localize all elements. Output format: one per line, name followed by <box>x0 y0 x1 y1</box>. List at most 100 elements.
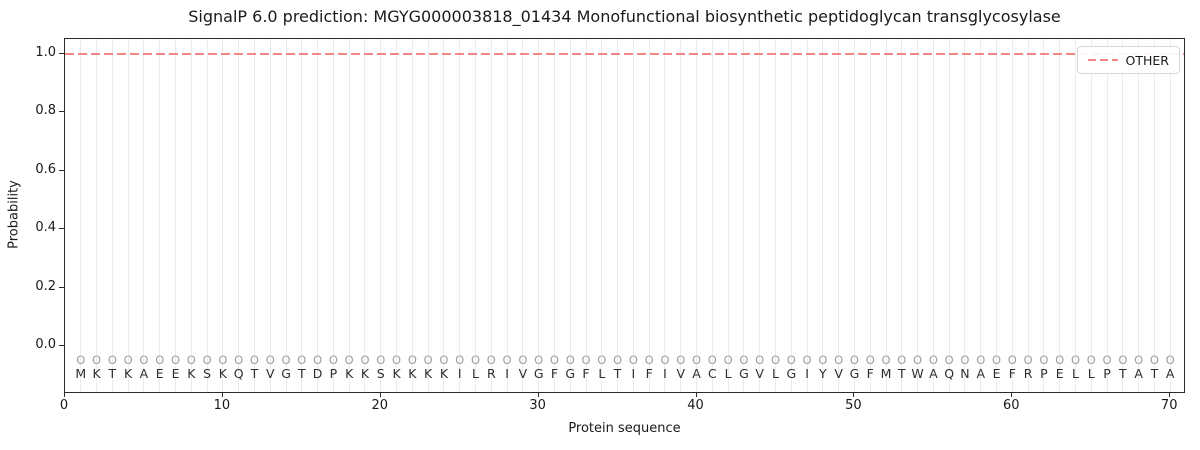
residue-letter: Y <box>819 366 827 381</box>
prediction-marker-o: O <box>139 353 149 367</box>
x-tick-label: 70 <box>1160 398 1178 413</box>
prediction-marker-o: O <box>470 353 481 367</box>
other-probability-line <box>65 53 1184 55</box>
x-axis-label: Protein sequence <box>568 421 681 436</box>
residue-gridline <box>727 39 729 392</box>
y-tick-mark <box>59 228 64 230</box>
residue-letter: K <box>439 366 449 381</box>
residue-letter: K <box>392 366 401 381</box>
residue-gridline <box>948 39 950 392</box>
residue-gridline <box>1138 39 1140 392</box>
residue-gridline <box>253 39 255 392</box>
residue-letter: A <box>976 366 986 381</box>
prediction-marker-o: O <box>1086 353 1096 367</box>
legend-label: OTHER <box>1125 52 1169 68</box>
prediction-marker-o: O <box>818 353 828 367</box>
residue-letter: A <box>692 366 701 381</box>
residue-gridline <box>1122 39 1124 392</box>
prediction-marker-o: O <box>170 353 181 367</box>
prediction-marker-o: O <box>613 353 623 367</box>
residue-letter: I <box>805 366 809 381</box>
prediction-marker-o: O <box>944 353 954 367</box>
x-tick-label: 0 <box>59 398 69 413</box>
residue-letter: V <box>265 366 275 381</box>
residue-gridline <box>1074 39 1076 392</box>
chart-title: SignalP 6.0 prediction: MGYG000003818_01… <box>188 7 1061 26</box>
residue-letter: I <box>505 366 509 381</box>
residue-gridline <box>1153 39 1155 392</box>
prediction-marker-o: O <box>770 353 781 367</box>
residue-letter: K <box>360 366 370 381</box>
residue-gridline <box>443 39 445 392</box>
residue-letter: A <box>1165 366 1175 381</box>
residue-gridline <box>490 39 492 392</box>
residue-gridline <box>964 39 966 392</box>
prediction-marker-o: O <box>849 353 859 367</box>
residue-gridline <box>996 39 998 392</box>
prediction-marker-o: O <box>297 353 307 367</box>
prediction-marker-o: O <box>234 353 244 367</box>
prediction-marker-o: O <box>155 353 165 367</box>
prediction-marker-o: O <box>1039 353 1049 367</box>
x-tick-mark <box>537 393 539 397</box>
x-tick-mark <box>221 393 223 397</box>
residue-letter: T <box>298 366 306 381</box>
prediction-marker-o: O <box>739 353 749 367</box>
residue-letter: L <box>598 366 606 381</box>
prediction-marker-o: O <box>1055 353 1065 367</box>
residue-gridline <box>427 39 429 392</box>
residue-letter: T <box>250 366 259 381</box>
residue-letter: F <box>582 366 590 381</box>
residue-gridline <box>680 39 682 392</box>
residue-letter: V <box>676 366 686 381</box>
residue-letter: R <box>1023 366 1033 381</box>
residue-letter: K <box>408 366 417 381</box>
residue-letter: E <box>1055 366 1064 381</box>
prediction-marker-o: O <box>1023 353 1033 367</box>
prediction-marker-o: O <box>755 353 765 367</box>
prediction-marker-o: O <box>1070 353 1080 367</box>
prediction-marker-o: O <box>344 353 354 367</box>
residue-letter: F <box>866 366 874 381</box>
prediction-marker-o: O <box>644 353 654 367</box>
residue-letter: F <box>645 366 653 381</box>
residue-letter: K <box>187 366 196 381</box>
residue-letter: F <box>1008 366 1016 381</box>
prediction-marker-o: O <box>502 353 512 367</box>
residue-letter: G <box>849 366 860 381</box>
prediction-marker-o: O <box>834 353 844 367</box>
prediction-marker-o: O <box>1134 353 1144 367</box>
y-tick-mark <box>59 345 64 346</box>
x-tick-mark <box>695 393 697 397</box>
prediction-marker-o: O <box>123 353 133 367</box>
residue-letter: I <box>457 366 462 381</box>
residue-gridline <box>127 39 129 392</box>
residue-letter: G <box>565 366 576 381</box>
prediction-marker-o: O <box>565 353 575 367</box>
prediction-marker-o: O <box>786 353 796 367</box>
residue-gridline <box>885 39 887 392</box>
residue-letter: F <box>550 366 559 381</box>
x-tick-label: 10 <box>213 398 231 413</box>
prediction-marker-o: O <box>107 353 117 367</box>
residue-gridline <box>601 39 603 392</box>
residue-letter: V <box>518 366 528 381</box>
prediction-marker-o: O <box>581 353 591 367</box>
x-tick-mark <box>379 393 381 397</box>
legend: OTHER <box>1076 46 1180 74</box>
x-tick-mark <box>1169 393 1171 397</box>
residue-letter: P <box>329 366 338 381</box>
prediction-marker-o: O <box>881 353 891 367</box>
prediction-marker-o: O <box>992 353 1002 367</box>
prediction-marker-o: O <box>265 353 275 367</box>
residue-gridline <box>648 39 650 392</box>
y-tick-label: 0.6 <box>35 161 56 177</box>
residue-letter: Q <box>944 366 955 381</box>
residue-letter: K <box>424 366 433 381</box>
residue-gridline <box>159 39 161 392</box>
y-tick-mark <box>59 53 64 54</box>
residue-letter: R <box>486 366 496 381</box>
residue-letter: L <box>1071 366 1079 381</box>
residue-gridline <box>332 39 334 392</box>
